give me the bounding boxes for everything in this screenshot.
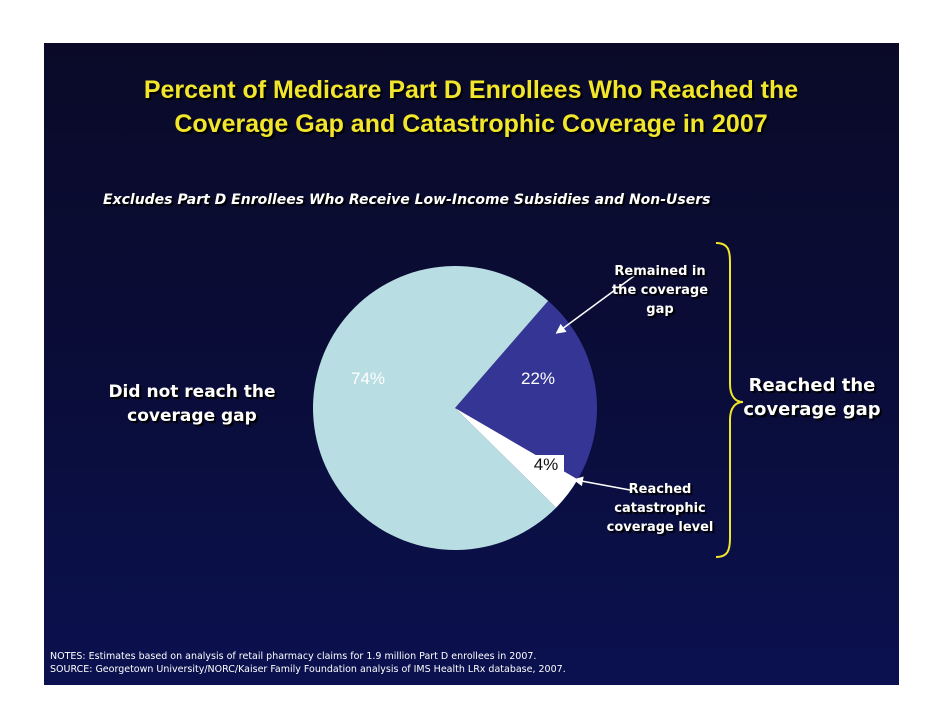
label-remained-in-gap: Remained in the coverage gap [611, 264, 709, 317]
label-reached-catastrophic: Reached catastrophic coverage level [606, 482, 714, 535]
label-did-not-reach-gap: Did not reach the coverage gap [108, 382, 276, 426]
chart-title-line-2: Coverage Gap and Catastrophic Coverage i… [174, 110, 768, 138]
label-reached-coverage-gap: Reached the coverage gap [743, 375, 881, 420]
reached-gap-brace [715, 242, 744, 558]
value-label-1: 22% [521, 369, 555, 388]
notes-line: NOTES: Estimates based on analysis of re… [50, 651, 537, 662]
slice-did-not-reach [313, 266, 557, 551]
callout-arrow-catastrophic [573, 476, 631, 491]
footnotes: NOTES: Estimates based on analysis of re… [50, 650, 566, 676]
slice-remained-in-gap [455, 300, 598, 480]
chart-subtitle: Excludes Part D Enrollees Who Receive Lo… [103, 192, 711, 208]
value-label-0: 74% [351, 369, 385, 388]
value-label-background [528, 455, 564, 474]
slice-catastrophic [455, 408, 578, 508]
value-label-2: 4% [534, 455, 559, 474]
chart-title-line-1: Percent of Medicare Part D Enrollees Who… [143, 76, 799, 104]
callout-arrow-coverage-gap [555, 275, 635, 334]
source-line: SOURCE: Georgetown University/NORC/Kaise… [50, 664, 566, 675]
